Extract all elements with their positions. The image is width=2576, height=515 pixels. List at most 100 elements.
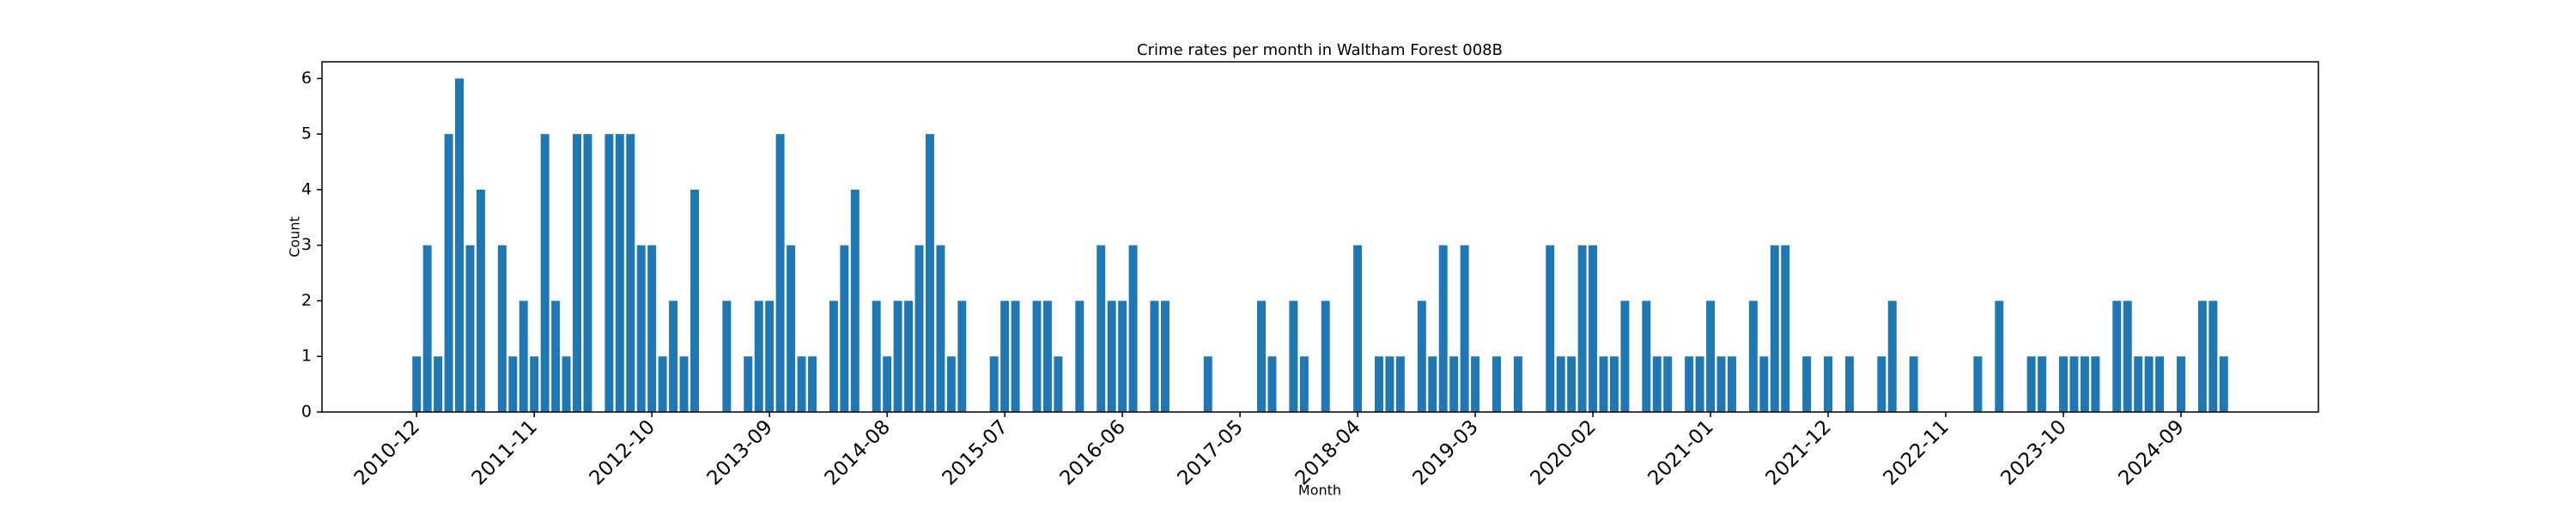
bar (1417, 300, 1426, 412)
bar (850, 189, 860, 412)
bar (1652, 356, 1662, 412)
bar (1685, 356, 1694, 412)
bar (989, 356, 999, 412)
bar (2038, 356, 2047, 412)
bar (1513, 356, 1522, 412)
bar (1353, 245, 1363, 412)
bar (1973, 356, 1983, 412)
bar (679, 356, 689, 412)
bar (936, 245, 945, 412)
bar (925, 134, 934, 412)
y-tick-label: 5 (301, 124, 312, 143)
bar (840, 245, 849, 412)
bar (1727, 356, 1736, 412)
bar (2080, 356, 2089, 412)
bar (1716, 356, 1726, 412)
bar (1321, 300, 1330, 412)
bar (2134, 356, 2143, 412)
x-tick-label: 2017-05 (1174, 415, 1248, 489)
bar (1299, 356, 1309, 412)
bar (1203, 356, 1212, 412)
bar (1267, 356, 1277, 412)
bar (1748, 300, 1758, 412)
bar (1546, 245, 1555, 412)
x-tick-label: 2015-07 (939, 415, 1012, 489)
bar (872, 300, 881, 412)
bar (1824, 356, 1833, 412)
bar (1663, 356, 1673, 412)
bar (787, 245, 796, 412)
bar (1160, 300, 1170, 412)
bar (2069, 356, 2079, 412)
bar (1642, 300, 1651, 412)
bar (2155, 356, 2165, 412)
bar (1589, 245, 1598, 412)
y-tick-label: 6 (301, 69, 312, 88)
x-tick-label: 2022-11 (1880, 415, 1953, 489)
bar (658, 356, 667, 412)
bar (914, 245, 924, 412)
bar (497, 245, 507, 412)
bar (615, 134, 624, 412)
bar (455, 78, 465, 412)
bar (904, 300, 914, 412)
bar (2197, 300, 2207, 412)
bar (1075, 300, 1084, 412)
bar (1695, 356, 1704, 412)
bar (893, 300, 902, 412)
bar (1567, 356, 1577, 412)
bar (2219, 356, 2228, 412)
bar (551, 300, 561, 412)
bar (1492, 356, 1501, 412)
bar (540, 134, 550, 412)
x-tick-label: 2014-08 (821, 415, 895, 489)
bar (2026, 356, 2036, 412)
bar (722, 300, 732, 412)
bar (465, 245, 475, 412)
bar (1609, 356, 1619, 412)
x-tick-label: 2021-12 (1762, 415, 1836, 489)
bar (519, 300, 528, 412)
bar (669, 300, 678, 412)
bar (2059, 356, 2068, 412)
bar (1000, 300, 1010, 412)
bar (1011, 300, 1020, 412)
bar (2144, 356, 2154, 412)
bar (412, 356, 422, 412)
x-tick-label: 2018-04 (1291, 415, 1365, 489)
bar (946, 356, 956, 412)
bar (476, 189, 485, 412)
bar (744, 356, 753, 412)
x-tick-label: 2012-10 (586, 415, 659, 489)
bar (1128, 245, 1138, 412)
x-tick-label: 2010-12 (350, 415, 424, 489)
bar (1257, 300, 1266, 412)
x-tick-label: 2024-09 (2114, 415, 2188, 489)
bar (636, 245, 646, 412)
x-tick-label: 2023-10 (1996, 415, 2070, 489)
bar (647, 245, 657, 412)
bar (583, 134, 592, 412)
x-tick-label: 2013-09 (703, 415, 777, 489)
y-tick-label: 0 (301, 403, 312, 421)
bar (1385, 356, 1394, 412)
bar (444, 134, 453, 412)
bar (1802, 356, 1812, 412)
bar (422, 245, 432, 412)
y-tick-label: 3 (301, 235, 312, 254)
bar (1054, 356, 1063, 412)
bar (2112, 300, 2122, 412)
bar (883, 356, 892, 412)
bar (605, 134, 614, 412)
bar (829, 300, 838, 412)
bar (1909, 356, 1918, 412)
bar (2123, 300, 2132, 412)
x-tick-label: 2020-02 (1527, 415, 1601, 489)
bar (1706, 300, 1716, 412)
bar (2208, 300, 2218, 412)
bar (1097, 245, 1106, 412)
x-tick-label: 2011-11 (468, 415, 542, 489)
bar (1118, 300, 1127, 412)
bar (1460, 245, 1469, 412)
